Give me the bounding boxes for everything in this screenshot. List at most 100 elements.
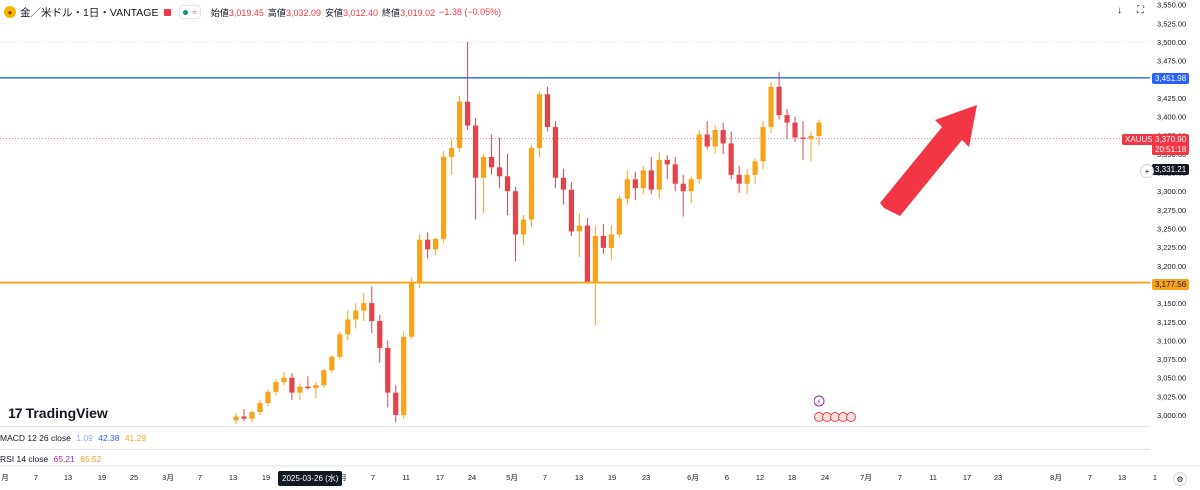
candle-body[interactable] (361, 303, 367, 311)
y-tick-label: 3,500.00 (1157, 38, 1186, 47)
candle-body[interactable] (433, 238, 439, 250)
pane-divider[interactable] (0, 426, 1150, 427)
candle-body[interactable] (808, 135, 814, 139)
y-tick-label: 3,125.00 (1157, 318, 1186, 327)
candle-body[interactable] (728, 143, 734, 175)
download-icon[interactable]: ↓ (1117, 5, 1122, 16)
pane-divider-2[interactable] (0, 449, 1150, 450)
candle-body[interactable] (385, 347, 391, 393)
candle-body[interactable] (425, 239, 431, 250)
candle-body[interactable] (800, 137, 806, 139)
candle-body[interactable] (233, 416, 239, 421)
candle-body[interactable] (281, 377, 287, 383)
candle-body[interactable] (321, 370, 327, 386)
candle-body[interactable] (265, 391, 271, 404)
us-flag-icon[interactable] (846, 412, 856, 422)
candle-body[interactable] (337, 334, 343, 357)
x-tick-label: 18 (788, 473, 796, 482)
settings-icon[interactable]: ⚙ (1173, 472, 1187, 486)
candle-body[interactable] (305, 386, 311, 389)
x-tick-label: 24 (468, 473, 476, 482)
candle-body[interactable] (688, 179, 694, 192)
symbol-header: ● 金／米ドル・1日・VANTAGE ≈ 始値3,019.45 高値3,032.… (4, 4, 505, 20)
candle-body[interactable] (624, 179, 630, 199)
candle-body[interactable] (656, 159, 662, 190)
candle-body[interactable] (528, 147, 535, 220)
candle-body[interactable] (648, 170, 654, 190)
candle-body[interactable] (409, 282, 415, 337)
candle-body[interactable] (584, 225, 590, 283)
candle-body[interactable] (616, 198, 622, 235)
candle-body[interactable] (257, 403, 263, 413)
candle-body[interactable] (520, 219, 527, 235)
candle-body[interactable] (680, 183, 686, 192)
candle-body[interactable] (480, 156, 487, 178)
candle-body[interactable] (736, 174, 742, 184)
candle-body[interactable] (696, 134, 702, 180)
add-alert-icon[interactable]: + (1140, 164, 1154, 178)
candle-body[interactable] (568, 189, 575, 232)
candle-body[interactable] (784, 115, 790, 123)
trend-arrow-icon[interactable] (880, 105, 977, 216)
candle-body[interactable] (353, 310, 359, 320)
candle-body[interactable] (640, 170, 646, 189)
candle-body[interactable] (752, 161, 758, 175)
x-tick-label: 6 (725, 473, 729, 482)
candle-body[interactable] (249, 412, 255, 419)
candle-body[interactable] (297, 386, 303, 393)
candle-body[interactable] (712, 130, 718, 147)
candle-body[interactable] (536, 94, 543, 148)
candle-body[interactable] (496, 167, 503, 177)
x-tick-label: 19 (262, 473, 270, 482)
candle-body[interactable] (792, 122, 798, 138)
candle-body[interactable] (576, 225, 583, 232)
candle-body[interactable] (241, 416, 247, 419)
candle-body[interactable] (313, 385, 319, 389)
candle-body[interactable] (672, 164, 678, 184)
candle-body[interactable] (488, 156, 495, 168)
candle-body[interactable] (744, 174, 750, 184)
candle-body[interactable] (345, 319, 351, 335)
candle-body[interactable] (441, 156, 447, 239)
candle-body[interactable] (273, 382, 279, 392)
x-tick-label: 7 (34, 473, 38, 482)
candle-body[interactable] (600, 235, 606, 248)
candle-body[interactable] (544, 94, 551, 128)
candle-body[interactable] (417, 239, 423, 283)
candle-body[interactable] (720, 130, 726, 144)
candle-body[interactable] (369, 303, 375, 322)
symbol-title[interactable]: 金／米ドル・1日・VANTAGE (20, 6, 159, 19)
candle-body[interactable] (329, 356, 335, 371)
candle-body[interactable] (401, 336, 407, 415)
candle-body[interactable] (760, 127, 766, 162)
candle-body[interactable] (449, 147, 455, 157)
candle-body[interactable] (608, 234, 614, 248)
candle-body[interactable] (504, 176, 511, 192)
candle-body[interactable] (664, 159, 670, 165)
candle-body[interactable] (592, 235, 598, 283)
candle-body[interactable] (512, 191, 519, 235)
candle-body[interactable] (457, 101, 463, 148)
candle-body[interactable] (377, 321, 383, 348)
candle-body[interactable] (560, 177, 567, 190)
candle-body[interactable] (768, 86, 774, 128)
indicator-pill[interactable]: ≈ (179, 5, 201, 19)
candle-body[interactable] (776, 86, 782, 116)
candle-body[interactable] (632, 179, 638, 189)
candle-body[interactable] (816, 122, 822, 136)
candle-body[interactable] (472, 125, 479, 178)
dividend-event-icon[interactable] (814, 395, 825, 407)
rsi-label: RSI 14 close (0, 454, 49, 464)
event-markers[interactable]: ⚡ (814, 393, 862, 425)
candle-body[interactable] (704, 134, 710, 147)
x-tick-label: 11 (929, 473, 937, 482)
candle-body[interactable] (465, 101, 471, 126)
x-tick-label: 13 (1118, 473, 1126, 482)
y-tick-label: 3,475.00 (1157, 57, 1186, 66)
candle-body[interactable] (552, 127, 559, 178)
candle-body[interactable] (289, 377, 295, 393)
x-tick-label: 13 (64, 473, 72, 482)
fullscreen-icon[interactable]: ⛶ (1137, 5, 1144, 16)
candle-body[interactable] (393, 392, 399, 415)
